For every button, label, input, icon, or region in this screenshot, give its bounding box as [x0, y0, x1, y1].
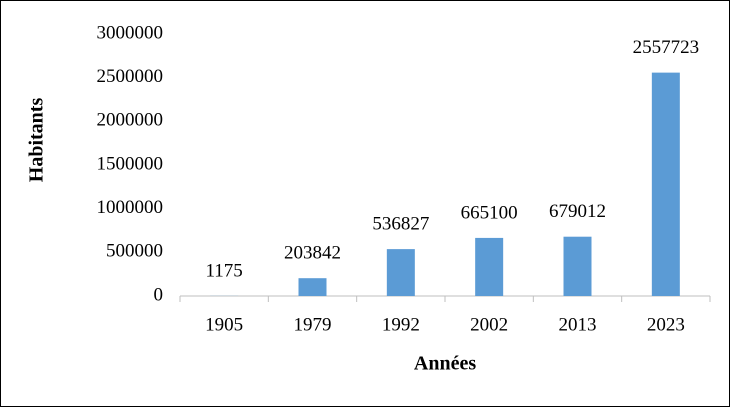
bar	[651, 72, 680, 297]
data-label: 2557723	[633, 37, 700, 58]
y-tick-label: 3000000	[97, 22, 164, 43]
y-tick-label: 1000000	[97, 197, 164, 218]
y-tick-label: 2500000	[97, 66, 164, 87]
data-label: 1175	[206, 260, 243, 281]
x-tick-label: 1979	[294, 314, 332, 335]
x-tick-label: 1992	[382, 314, 420, 335]
y-tick-label: 1500000	[97, 153, 164, 174]
bar	[298, 278, 327, 296]
x-axis-title: Années	[414, 353, 476, 375]
y-tick-label: 0	[154, 284, 164, 305]
y-axis-title: Habitants	[26, 98, 48, 183]
data-label: 665100	[461, 202, 518, 223]
y-tick-label: 2000000	[97, 110, 164, 131]
bar	[563, 236, 592, 296]
x-tick-label: 2013	[559, 314, 597, 335]
data-label: 203842	[284, 243, 341, 264]
data-label: 679012	[549, 201, 606, 222]
bar	[386, 249, 415, 296]
y-tick-label: 500000	[106, 241, 163, 262]
x-tick-label: 2023	[647, 314, 685, 335]
data-label: 536827	[372, 213, 429, 234]
x-tick-label: 1905	[205, 314, 243, 335]
bar	[475, 237, 504, 296]
x-tick-label: 2002	[470, 314, 508, 335]
